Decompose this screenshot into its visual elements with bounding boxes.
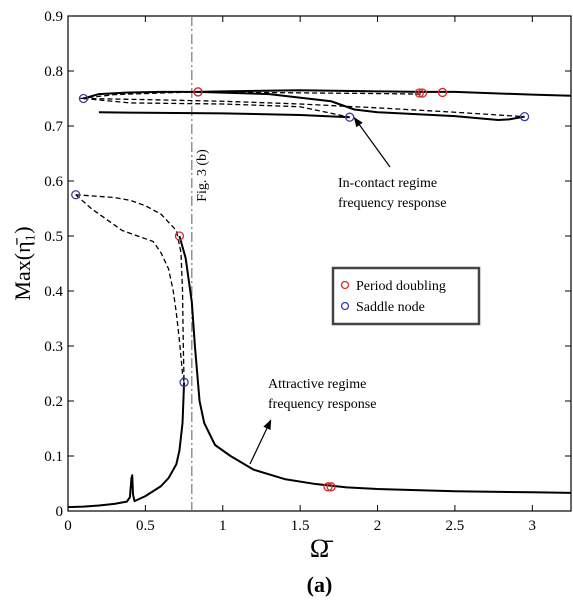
- saddle-node-marker: [179, 377, 189, 387]
- y-tick-label: 0.4: [44, 284, 63, 300]
- series-line-8: [98, 111, 350, 119]
- y-tick-label: 0.7: [44, 119, 63, 135]
- x-axis-label: Ω̄: [310, 534, 333, 563]
- x-tick-label: 1: [219, 518, 227, 534]
- plot-frame: [67, 15, 572, 512]
- y-tick-label: 0.9: [44, 9, 63, 25]
- saddle-node-marker: [71, 190, 81, 200]
- series-line-0: [67, 382, 186, 509]
- annotation-arrow: [249, 419, 272, 465]
- series-line-3: [75, 194, 185, 383]
- y-tick-label: 0.3: [44, 339, 63, 355]
- legend-saddle-node-marker: [340, 301, 350, 311]
- series-line-9: [83, 97, 350, 118]
- annotation-text: Attractive regime: [268, 377, 366, 392]
- panel-label: (a): [307, 572, 333, 597]
- period-doubling-marker: [326, 482, 336, 492]
- x-tick-label: 0.5: [136, 518, 155, 534]
- legend-label: Period doubling: [356, 279, 446, 294]
- series-line-2: [75, 194, 185, 383]
- annotation-text: frequency response: [338, 196, 446, 211]
- saddle-node-marker: [345, 112, 355, 122]
- annotation-group: In-contact regime frequency response Attra…: [249, 116, 446, 465]
- y-axis-label: Max(η̄₁): [10, 226, 35, 300]
- period-doubling-marker: [174, 231, 185, 241]
- series-line-4: [178, 235, 182, 242]
- legend-box: [331, 266, 481, 326]
- period-doubling-marker: [414, 88, 424, 98]
- series-line-7: [197, 90, 525, 121]
- series-group: [67, 89, 572, 509]
- period-doubling-marker: [323, 482, 333, 492]
- saddle-node-marker: [78, 93, 89, 104]
- period-doubling-marker: [437, 87, 448, 98]
- series-line-5: [83, 89, 572, 100]
- reference-line-label: Fig. 3 (b): [195, 149, 210, 202]
- legend-period-doubling-marker: [340, 280, 350, 290]
- annotation-arrow: [353, 116, 391, 168]
- y-tick-label: 0.1: [44, 449, 63, 465]
- x-tick-label: 0: [64, 518, 72, 534]
- x-tick-label: 2: [374, 518, 382, 534]
- y-tick-label: 0.5: [44, 229, 63, 245]
- y-tick-label: 0.2: [44, 394, 63, 410]
- x-tick-label: 2.5: [446, 518, 465, 534]
- annotation-text: In-contact regime: [338, 176, 437, 191]
- legend: Period doubling Saddle node: [331, 266, 481, 326]
- y-tick-label: 0.6: [44, 174, 63, 190]
- reference-line-group: Fig. 3 (b): [191, 16, 210, 511]
- y-tick-label: 0.8: [44, 64, 63, 80]
- x-tick-label: 1.5: [291, 518, 310, 534]
- annotation-text: frequency response: [268, 397, 376, 412]
- x-tick-label: 3: [529, 518, 537, 534]
- period-doubling-marker: [193, 87, 203, 97]
- y-tick-label: 0: [56, 504, 64, 520]
- period-doubling-marker: [417, 88, 428, 98]
- series-line-1: [178, 235, 572, 494]
- axes: 0 0.5 1 1.5 2 2.5 3 0 0.1 0.2 0.3 0.4 0.5 0.6 0.7 0.8 0.…: [44, 9, 572, 534]
- legend-label: Saddle node: [356, 300, 425, 315]
- series-line-10: [83, 97, 525, 118]
- marker-group: [71, 87, 530, 492]
- saddle-node-marker: [519, 112, 530, 122]
